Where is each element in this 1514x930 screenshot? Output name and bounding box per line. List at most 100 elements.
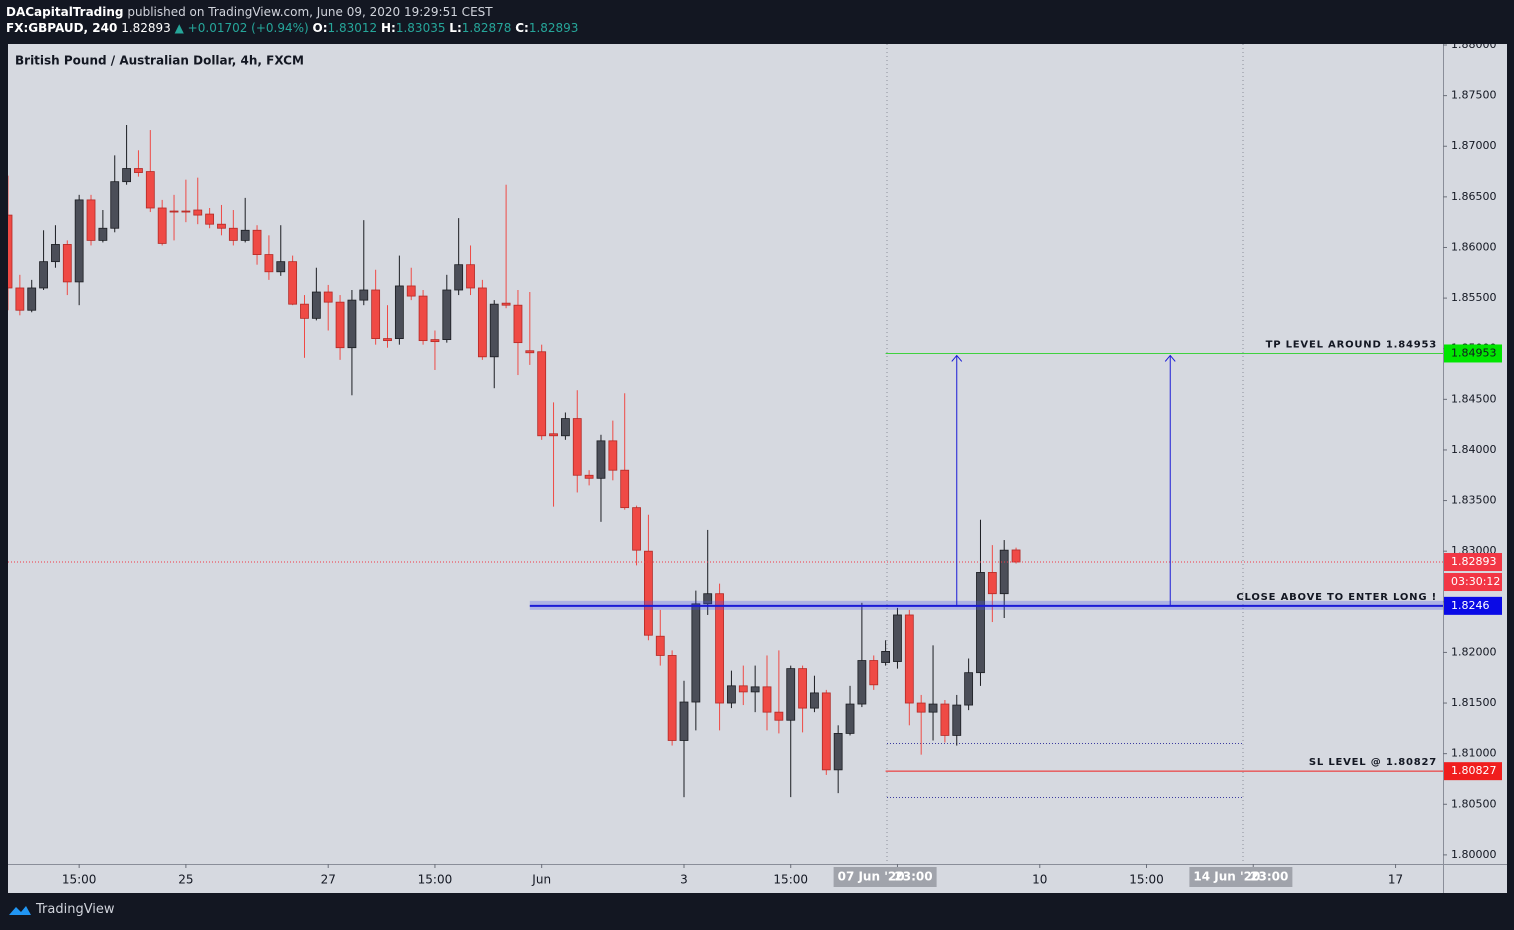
x-tick-label: 27 — [321, 873, 336, 887]
candle-body — [347, 299, 357, 349]
author: DACapitalTrading — [6, 5, 124, 19]
candle-body — [359, 289, 369, 301]
candle-body — [394, 285, 404, 339]
ohlc-label: H: — [381, 21, 396, 35]
ohlc-value: 1.83035 — [395, 21, 446, 35]
candle-body — [74, 199, 84, 283]
date-range-badge — [833, 867, 937, 887]
y-tick-label: 1.81000 — [1451, 747, 1497, 760]
candle-body — [513, 304, 523, 344]
candle-body — [477, 287, 487, 358]
candle-body — [786, 668, 796, 721]
level-text: SL LEVEL @ 1.80827 — [1309, 757, 1437, 768]
candle-body — [691, 603, 701, 703]
candle-body — [644, 550, 653, 636]
candle-body — [608, 440, 618, 471]
candle-body — [857, 660, 867, 705]
candle-body — [27, 287, 37, 311]
date-range-time: 23:00 — [1250, 870, 1288, 884]
y-tick-label: 1.86000 — [1451, 240, 1497, 253]
candle-body — [537, 351, 547, 437]
logo — [9, 905, 31, 915]
ohlc-label: O: — [312, 21, 328, 35]
x-tick-label: 25 — [178, 873, 193, 887]
last-price-badge — [1444, 553, 1502, 572]
candle-body — [655, 635, 665, 656]
candle-body — [798, 668, 807, 709]
candle-body — [833, 733, 843, 771]
plot — [8, 44, 1443, 864]
candle-body — [406, 285, 416, 297]
candle-body — [383, 338, 392, 342]
candle-body — [193, 209, 203, 216]
candle-body — [632, 507, 641, 551]
change: ▲ +0.01702 (+0.94%) — [174, 21, 309, 35]
countdown-badge — [1444, 573, 1502, 592]
candle-body — [893, 614, 902, 662]
candle-body — [276, 261, 286, 273]
candle-body — [300, 303, 309, 319]
x-tick-label: 15:00 — [62, 873, 97, 887]
candle-body — [335, 301, 345, 349]
candle-body — [418, 295, 428, 342]
x-tick-label: 15:00 — [1129, 873, 1164, 887]
arrow-head — [951, 354, 963, 362]
candle-body — [679, 701, 689, 741]
candle-body — [442, 289, 452, 341]
candle-body — [715, 593, 724, 704]
chart-title: British Pound / Australian Dollar, 4h, F… — [15, 54, 304, 68]
candle-body — [228, 227, 238, 241]
y-tick-label: 1.87000 — [1451, 139, 1497, 152]
candle-body — [1011, 549, 1021, 563]
candle-body — [15, 287, 25, 311]
footer: TradingView — [8, 902, 115, 917]
y-tick-label: 1.80500 — [1451, 797, 1497, 810]
ohlc-value: 1.82893 — [528, 21, 579, 35]
candle-body — [323, 291, 333, 303]
y-tick-label: 1.88000 — [1451, 38, 1497, 51]
published: published on TradingView.com, June 09, 2… — [127, 5, 493, 19]
candle-body — [976, 572, 985, 674]
candle-body — [169, 210, 179, 213]
candle-body — [964, 672, 974, 706]
candle-body — [584, 474, 594, 479]
y-tick-label: 1.81500 — [1451, 696, 1497, 709]
candle-body — [466, 264, 475, 289]
date-range-date: 14 Jun '20 — [1193, 870, 1260, 884]
candle-body — [205, 213, 215, 225]
last-price: 1.82893 — [121, 21, 171, 35]
candle-body — [98, 227, 108, 241]
candle-body — [703, 593, 713, 605]
candle-body — [181, 210, 191, 213]
arrow-head — [1164, 354, 1176, 362]
level-badge — [1444, 596, 1502, 615]
chart-background — [8, 44, 1507, 893]
date-range-time: 23:00 — [894, 870, 932, 884]
y-tick-label: 1.84000 — [1451, 443, 1497, 456]
candle-body — [667, 655, 677, 741]
brand: TradingView — [36, 902, 115, 917]
candle-body — [264, 254, 274, 273]
candle-body — [952, 704, 962, 736]
level-badge-label: 1.8246 — [1451, 599, 1490, 612]
candle-body — [240, 229, 250, 241]
x-tick-label: 10 — [1032, 873, 1047, 887]
candle-body — [821, 692, 831, 771]
y-tick-label: 1.85500 — [1451, 291, 1497, 304]
candle-body — [869, 660, 879, 686]
candle-body — [217, 223, 226, 229]
y-tick-label: 1.87500 — [1451, 89, 1497, 102]
candle-body — [738, 685, 748, 693]
header: DACapitalTrading published on TradingVie… — [6, 4, 578, 36]
level-badge — [1444, 344, 1502, 363]
candle-body — [134, 168, 143, 173]
y-tick-label: 1.86500 — [1451, 190, 1497, 203]
candle-body — [904, 614, 914, 704]
candle-body — [549, 433, 558, 437]
candle-body — [86, 199, 96, 241]
candle-body — [762, 686, 772, 713]
candle-body — [157, 207, 167, 244]
candle-body — [39, 261, 48, 289]
